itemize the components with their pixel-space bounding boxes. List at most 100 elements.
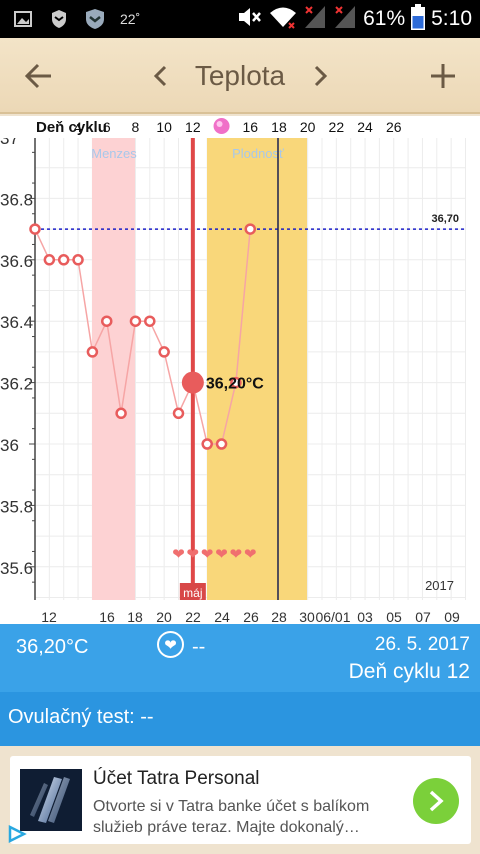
next-chart-button[interactable]: [304, 38, 338, 114]
temperature-point: [144, 315, 156, 327]
heart-icon: ❤: [187, 546, 200, 563]
cycle-day-tick: 26: [386, 119, 402, 135]
selected-temperature: 36,20°C: [16, 636, 89, 658]
back-arrow-icon: [25, 63, 51, 89]
battery-icon: [411, 3, 426, 35]
add-icon: [431, 64, 455, 88]
y-tick-label: 35.8: [0, 497, 33, 516]
signal-1-icon: [303, 4, 327, 35]
date-tick: 24: [214, 609, 230, 624]
add-entry-button[interactable]: [418, 38, 468, 114]
heart-icon: ❤: [230, 546, 243, 563]
temperature-point: [57, 254, 70, 266]
cycle-day-tick: 24: [357, 119, 373, 135]
cycle-day-tick: 16: [242, 119, 258, 135]
clock: 5:10: [431, 7, 472, 30]
ovulation-test-row[interactable]: Ovulačný test: --: [0, 692, 480, 746]
shield-notification-icon: [48, 8, 70, 30]
wifi-icon: [269, 5, 297, 34]
battery-percent: 61%: [363, 7, 406, 30]
page-title: Teplota: [194, 60, 286, 91]
date-tick: 09: [444, 609, 460, 624]
y-tick-label: 35.6: [0, 559, 33, 578]
heart-icon: ❤: [201, 546, 214, 563]
gallery-notification-icon: [12, 8, 34, 30]
mute-icon: [237, 5, 263, 34]
date-tick: 20: [156, 609, 172, 624]
cycle-day-tick: 18: [271, 119, 287, 135]
adchoices-icon[interactable]: [7, 824, 27, 844]
date-tick: 28: [271, 609, 287, 624]
menses-label: Menzes: [91, 146, 137, 161]
date-tick: 30: [299, 609, 315, 624]
signal-2-icon: [333, 4, 357, 35]
intercourse-status: --: [192, 636, 206, 658]
chevron-right-icon: [429, 790, 444, 812]
heart-icon[interactable]: ❤: [157, 631, 184, 658]
ad-image: [20, 769, 82, 831]
selected-day-info[interactable]: 36,20°C ❤ -- 26. 5. 2017 Deň cyklu 12: [0, 624, 480, 692]
date-tick: 03: [357, 609, 373, 624]
month-marker: máj: [183, 586, 202, 600]
selected-temperature-label: 36,20°C: [206, 376, 264, 393]
date-tick: 22: [185, 609, 201, 624]
cycle-day-header-label: Deň cyklu: [36, 119, 107, 136]
cycle-day-tick: 10: [156, 119, 172, 135]
ad-title: Účet Tatra Personal: [93, 768, 260, 789]
date-tick: 18: [127, 609, 143, 624]
selected-date: 26. 5. 2017: [374, 634, 470, 655]
selected-temperature-point: [181, 371, 204, 394]
date-tick: 07: [415, 609, 431, 624]
y-tick-label: 36.4: [0, 313, 33, 332]
ad-banner[interactable]: Účet Tatra Personal Otvorte si v Tatra b…: [10, 756, 471, 844]
chevron-right-icon: [314, 65, 328, 87]
cycle-day-tick: 4: [74, 119, 82, 135]
year-label: 2017: [425, 578, 454, 593]
cycle-day-tick: 20: [300, 119, 316, 135]
date-tick: 16: [99, 609, 115, 624]
cycle-day-header: [0, 116, 480, 138]
date-axis-bg: [0, 600, 480, 624]
previous-chart-button[interactable]: [143, 38, 177, 114]
temperature-point: [172, 407, 185, 420]
heart-icon: ❤: [172, 546, 185, 563]
date-tick: 06/01: [315, 609, 350, 624]
temperature-point: [129, 315, 142, 327]
cycle-day-tick: 12: [185, 119, 201, 135]
chevron-left-icon: [153, 65, 167, 87]
status-bar: 22˚ 61% 5:10: [0, 0, 480, 38]
baseline-label: 36,70: [431, 213, 459, 225]
temperature-point: [72, 254, 84, 266]
ovulation-day-marker-shine: [216, 121, 223, 127]
ad-description: Otvorte si v Tatra banke účet s balíkom …: [93, 798, 370, 836]
date-tick: 05: [386, 609, 402, 624]
y-tick-label: 36.8: [0, 190, 33, 209]
heart-icon: ❤: [244, 546, 257, 563]
cycle-day-tick: 6: [103, 119, 111, 135]
back-button[interactable]: [14, 38, 64, 114]
fertility-label: Plodnosť: [232, 146, 284, 161]
security-app-icon: [84, 8, 106, 30]
temperature-point: [86, 346, 99, 358]
temperature-point: [101, 315, 113, 327]
cycle-day-tick: 8: [132, 119, 140, 135]
y-tick-label: 36.2: [0, 375, 33, 394]
temperature-point: [201, 438, 213, 450]
weather-temp-text: 22˚: [120, 11, 141, 27]
y-tick-label: 36.6: [0, 252, 33, 271]
temperature-chart[interactable]: Menzes Plodnosť 37 36.8 36.6 36.4 36.2 36 35.8 3…: [0, 116, 480, 624]
temperature-point: [43, 254, 56, 266]
y-tick-label: 36: [0, 436, 19, 455]
ad-open-button[interactable]: [413, 778, 459, 824]
ovulation-test-label: Ovulačný test: --: [8, 706, 154, 728]
month-marker-bg: [179, 583, 206, 601]
date-tick: 12: [41, 609, 57, 624]
temperature-point: [215, 438, 228, 450]
temperature-point: [115, 407, 127, 420]
fertility-band: [207, 138, 307, 600]
top-toolbar: Teplota: [0, 38, 480, 114]
temperature-point: [29, 223, 41, 235]
heart-icon: ❤: [215, 546, 228, 563]
temperature-point: [230, 376, 242, 389]
